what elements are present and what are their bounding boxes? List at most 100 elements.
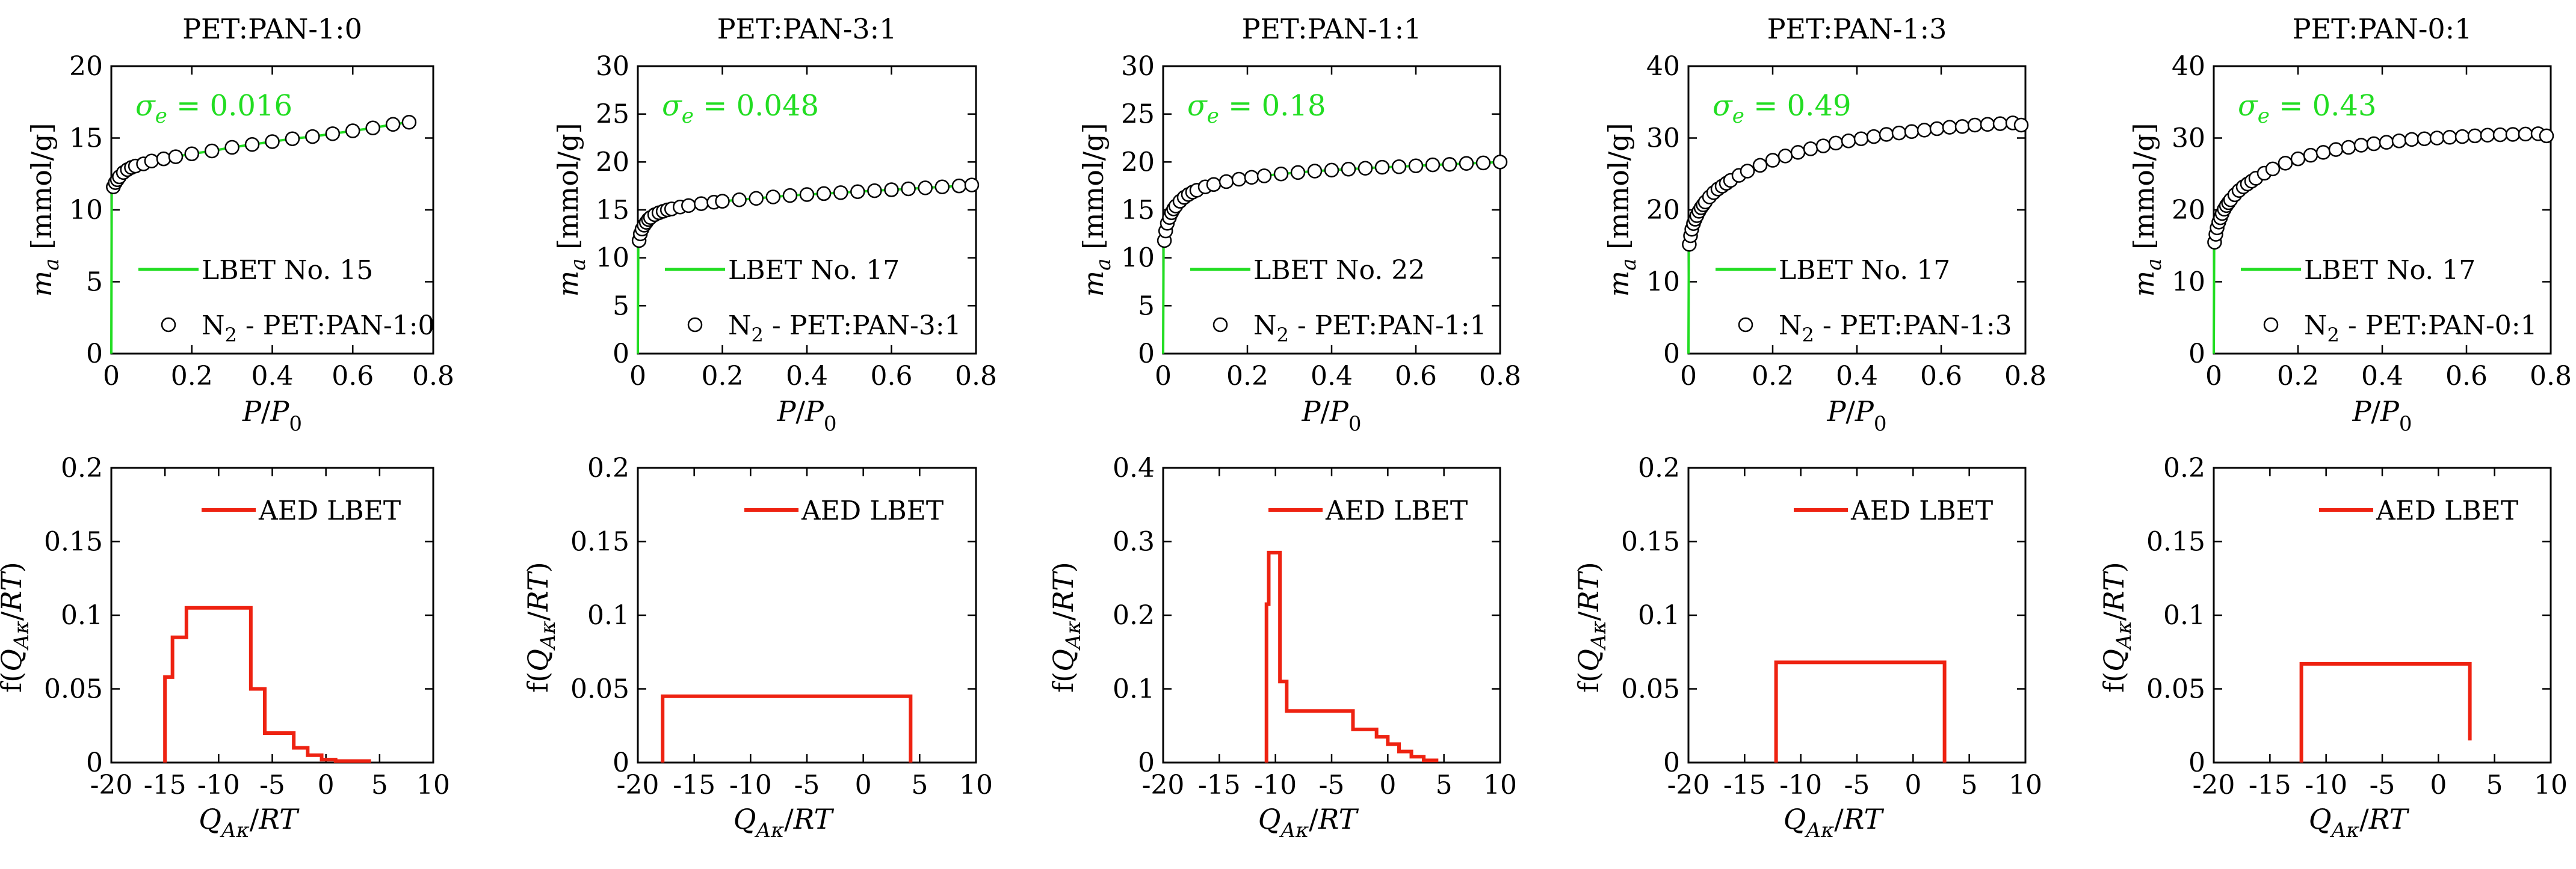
data-point [681, 198, 696, 213]
x-tick-label: -10 [197, 770, 240, 800]
data-point [1374, 159, 1390, 175]
y-tick-label: 0.1 [1638, 600, 1680, 631]
y-tick-label: 0.05 [2146, 674, 2205, 705]
y-tick-label: 0.2 [1113, 600, 1155, 631]
data-point [2303, 147, 2318, 163]
legend-circle-marker [2263, 317, 2279, 333]
x-tick-label: 0.4 [2361, 361, 2403, 392]
x-tick-label: 0.6 [332, 361, 374, 392]
legend-circle-marker [1738, 317, 1753, 333]
data-point [2366, 136, 2382, 152]
x-tick-label: 0.2 [1752, 361, 1794, 392]
data-point [325, 126, 341, 141]
data-point [1879, 127, 1894, 142]
data-point [884, 182, 899, 197]
data-point [1307, 164, 1323, 179]
y-tick-label: 0.05 [570, 674, 629, 705]
data-point [401, 114, 417, 130]
aed-series-line [163, 606, 371, 763]
x-tick-label: -5 [1844, 770, 1870, 800]
x-axis-label: QAκ/RT [2309, 803, 2410, 843]
y-tick-label: 15 [69, 123, 103, 154]
y-tick-label: 0 [613, 339, 629, 369]
x-axis-label: QAκ/RT [1258, 803, 1359, 843]
data-point [964, 177, 980, 192]
data-point [2265, 161, 2281, 177]
x-tick-label: -20 [1667, 770, 1710, 800]
y-tick-label: 20 [69, 51, 103, 82]
data-point [749, 191, 764, 206]
x-tick-label: 5 [371, 770, 388, 800]
y-tick-label: 0.2 [61, 453, 103, 484]
data-point [1425, 157, 1441, 173]
data-point [265, 134, 280, 149]
x-tick-label: 0 [2205, 361, 2222, 392]
x-tick-label: -15 [673, 770, 715, 800]
data-point [168, 149, 184, 164]
legend-label-data: N2 - PET:PAN-1:1 [1253, 310, 1487, 346]
y-tick-label: 5 [613, 290, 629, 321]
y-tick-label: 10 [1646, 267, 1680, 298]
y-tick-label: 20 [2172, 195, 2205, 226]
data-point [2518, 126, 2533, 142]
x-tick-label: -10 [1254, 770, 1297, 800]
data-point [1853, 131, 1869, 146]
x-tick-label: -15 [2249, 770, 2291, 800]
data-point [1778, 149, 1793, 164]
x-tick-label: 10 [2009, 770, 2042, 800]
data-point [1324, 162, 1339, 178]
data-point [765, 189, 781, 204]
aed-panel-4: -20 -15 -10 -5 0 5 10 0 0.05 0.1 0.15 0.2 AED LBET QA… [1572, 453, 2042, 843]
x-tick-label: 0.2 [1226, 361, 1268, 392]
data-point [2290, 151, 2306, 167]
data-point [782, 188, 798, 203]
x-axis-label: P/P0 [2352, 395, 2412, 436]
data-point [345, 123, 360, 138]
y-tick-label: 0 [86, 748, 103, 778]
legend-circle-marker [161, 317, 176, 333]
x-tick-label: 0 [1379, 770, 1396, 800]
y-tick-label: 40 [2172, 51, 2205, 82]
data-point [934, 179, 950, 195]
x-tick-label: -5 [259, 770, 285, 800]
x-axis-label: QAκ/RT [734, 803, 835, 843]
data-point [2429, 131, 2445, 146]
data-point [2454, 129, 2470, 144]
x-tick-label: 0.8 [1479, 361, 1521, 392]
data-point [2328, 142, 2344, 157]
data-point [833, 185, 848, 200]
y-tick-label: 0.15 [2146, 527, 2205, 557]
x-tick-label: 0 [1155, 361, 1172, 392]
x-tick-label: -20 [2193, 770, 2235, 800]
x-tick-label: 5 [2486, 770, 2503, 800]
x-axis-label: P/P0 [776, 395, 836, 436]
y-axis-label: ma [mmol/g] [25, 123, 64, 296]
x-tick-label: -10 [1779, 770, 1822, 800]
isotherm-panel-2: PET:PAN-3:1 0 0.2 0.4 0.6 0.8 0 5 10 15 20 25 30 σe =… [552, 13, 997, 436]
data-point [1828, 135, 1844, 151]
data-point [2391, 134, 2407, 149]
data-point [1206, 177, 1222, 192]
data-point [1459, 156, 1474, 171]
data-point [1967, 117, 1983, 133]
data-point [1992, 116, 2008, 131]
y-axis-label: ma [mmol/g] [552, 123, 590, 296]
y-tick-label: 25 [1121, 99, 1155, 130]
x-axis-label: P/P0 [1301, 395, 1361, 436]
isotherm-panel-5: PET:PAN-0:1 0 0.2 0.4 0.6 0.8 0 10 20 30 40 σe = 0.… [2128, 13, 2572, 436]
data-point [1891, 125, 1907, 141]
data-point [694, 196, 709, 211]
x-tick-label: 0 [103, 361, 120, 392]
y-tick-label: 20 [596, 147, 629, 177]
x-tick-label: 5 [1436, 770, 1453, 800]
x-tick-label: 0.4 [252, 361, 294, 392]
sigma-label: σe = 0.18 [1187, 89, 1326, 128]
x-tick-label: 0.6 [1395, 361, 1437, 392]
y-tick-label: 0.1 [61, 600, 103, 631]
y-tick-label: 0.2 [1638, 453, 1680, 484]
data-point [144, 153, 159, 168]
data-point [1231, 171, 1247, 187]
data-point [1790, 145, 1806, 160]
data-point [1290, 165, 1306, 180]
